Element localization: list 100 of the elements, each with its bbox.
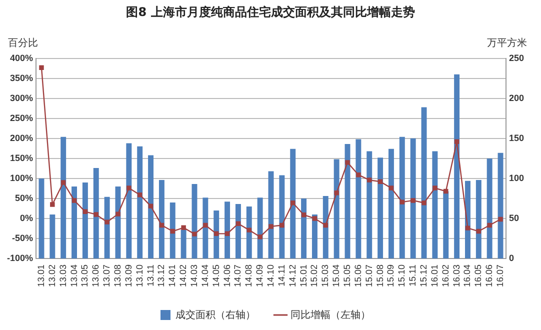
- y-tick-label: 400%: [10, 52, 34, 63]
- x-tick-label: 16.01: [429, 264, 440, 288]
- x-tick-label: 14.08: [244, 264, 254, 288]
- point: [39, 65, 44, 70]
- y-tick-label: 100%: [10, 172, 34, 183]
- point: [487, 222, 492, 228]
- y-tick-label: -100%: [7, 252, 34, 263]
- y-tick-label: 50%: [15, 192, 34, 203]
- x-tick-label: 13.04: [68, 264, 79, 288]
- bar: [104, 196, 110, 258]
- x-tick-label: 13.12: [156, 264, 166, 288]
- bar: [279, 175, 285, 258]
- x-tick-label: 14.02: [178, 264, 188, 288]
- bar: [421, 107, 427, 258]
- x-tick-label: 16.02: [440, 264, 450, 288]
- bar: [454, 74, 460, 258]
- bar: [93, 168, 99, 258]
- x-tick-label: 14.07: [232, 264, 243, 288]
- legend-label: 同比增幅（左轴）: [290, 308, 370, 321]
- x-tick-label: 15.06: [352, 264, 363, 288]
- x-tick-label: 15.08: [374, 264, 385, 288]
- bar: [202, 198, 208, 258]
- bar: [214, 210, 220, 258]
- point: [192, 232, 197, 236]
- bar: [72, 186, 77, 258]
- y2-tick-label: 50: [508, 212, 519, 223]
- point: [159, 222, 164, 228]
- bar: [137, 146, 143, 258]
- x-tick-label: 15.05: [342, 264, 352, 288]
- bar: [158, 180, 164, 258]
- bar: [246, 206, 252, 258]
- x-tick-label: 14.12: [287, 264, 298, 288]
- x-tick-label: 13.03: [58, 264, 68, 288]
- x-tick-label: 14.09: [254, 264, 265, 288]
- bar: [432, 151, 438, 258]
- bar: [334, 159, 340, 258]
- x-tick-label: 13.11: [145, 264, 156, 286]
- x-tick-label: 13.09: [123, 264, 134, 288]
- y-tick-label: 250%: [10, 112, 34, 123]
- x-tick-label: 16.07: [495, 264, 506, 288]
- y-tick-label: 350%: [10, 72, 34, 83]
- point: [301, 212, 306, 218]
- bar: [410, 138, 416, 258]
- x-tick-label: 15.10: [396, 264, 407, 288]
- x-tick-label: 14.11: [276, 264, 286, 286]
- point: [246, 228, 252, 232]
- point: [94, 212, 98, 217]
- bar: [224, 202, 230, 258]
- point: [465, 226, 470, 230]
- bar: [486, 158, 492, 258]
- point: [280, 222, 284, 228]
- bar: [235, 204, 241, 258]
- point: [268, 224, 274, 229]
- y2-tick-label: 150: [508, 132, 524, 143]
- point: [345, 160, 350, 165]
- bar: [378, 158, 384, 258]
- x-tick-label: 13.06: [90, 264, 101, 288]
- point: [50, 202, 55, 207]
- x-tick-label: 13.08: [112, 264, 122, 288]
- point: [203, 222, 208, 228]
- x-tick-label: 15.01: [298, 264, 308, 288]
- bar: [344, 144, 350, 258]
- point: [367, 178, 372, 182]
- bar: [126, 143, 132, 258]
- x-tick-label: 13.01: [36, 264, 46, 288]
- point: [170, 228, 175, 234]
- bar: [356, 139, 362, 258]
- y-tick-label: 0%: [20, 212, 34, 223]
- bar: [180, 230, 186, 258]
- bar: [82, 182, 88, 258]
- point: [72, 198, 77, 203]
- point: [137, 192, 142, 198]
- x-tick-label: 16.06: [484, 264, 494, 288]
- point: [378, 179, 383, 184]
- x-tick-label: 15.09: [386, 264, 396, 288]
- x-tick-label: 15.03: [320, 264, 330, 288]
- point: [148, 204, 154, 208]
- x-tick-label: 13.07: [102, 264, 112, 288]
- point: [498, 216, 503, 222]
- bar: [60, 136, 66, 258]
- bar: [301, 198, 307, 258]
- point: [454, 139, 460, 144]
- bar: [38, 178, 44, 258]
- y2-tick-label: 250: [508, 52, 524, 63]
- x-tick-label: 16.04: [462, 264, 472, 288]
- point: [476, 228, 482, 234]
- x-tick-label: 13.10: [134, 264, 144, 288]
- bar: [257, 198, 263, 258]
- point: [323, 222, 328, 228]
- point: [258, 234, 262, 240]
- point: [422, 200, 426, 206]
- point: [400, 200, 405, 204]
- bar: [399, 136, 405, 258]
- y-tick-label: 150%: [10, 152, 34, 163]
- bar: [290, 148, 296, 258]
- point: [116, 212, 120, 216]
- y-tick-label: 300%: [10, 92, 34, 103]
- x-tick-label: 15.04: [331, 264, 342, 288]
- y-tick-label: 200%: [10, 132, 34, 143]
- bar: [148, 155, 154, 258]
